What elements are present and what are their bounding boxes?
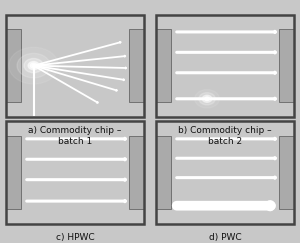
- Bar: [279, 29, 294, 102]
- Text: c) HPWC: c) HPWC: [56, 233, 94, 242]
- Circle shape: [206, 98, 208, 100]
- Text: d) PWC: d) PWC: [209, 233, 241, 242]
- Circle shape: [202, 95, 212, 102]
- Text: a) Commodity chip –
batch 1: a) Commodity chip – batch 1: [28, 126, 122, 146]
- Circle shape: [24, 59, 43, 73]
- Circle shape: [205, 97, 209, 101]
- Bar: [156, 29, 171, 102]
- Circle shape: [30, 63, 37, 68]
- Bar: [6, 29, 21, 102]
- Circle shape: [199, 93, 215, 105]
- Text: b) Commodity chip –
batch 2: b) Commodity chip – batch 2: [178, 126, 272, 146]
- Circle shape: [28, 61, 39, 70]
- Bar: [156, 136, 171, 209]
- Bar: [129, 136, 144, 209]
- Bar: [129, 29, 144, 102]
- Circle shape: [32, 64, 35, 67]
- Bar: [6, 136, 21, 209]
- Bar: [279, 136, 294, 209]
- Circle shape: [17, 53, 50, 78]
- Circle shape: [195, 90, 220, 108]
- Circle shape: [9, 47, 59, 84]
